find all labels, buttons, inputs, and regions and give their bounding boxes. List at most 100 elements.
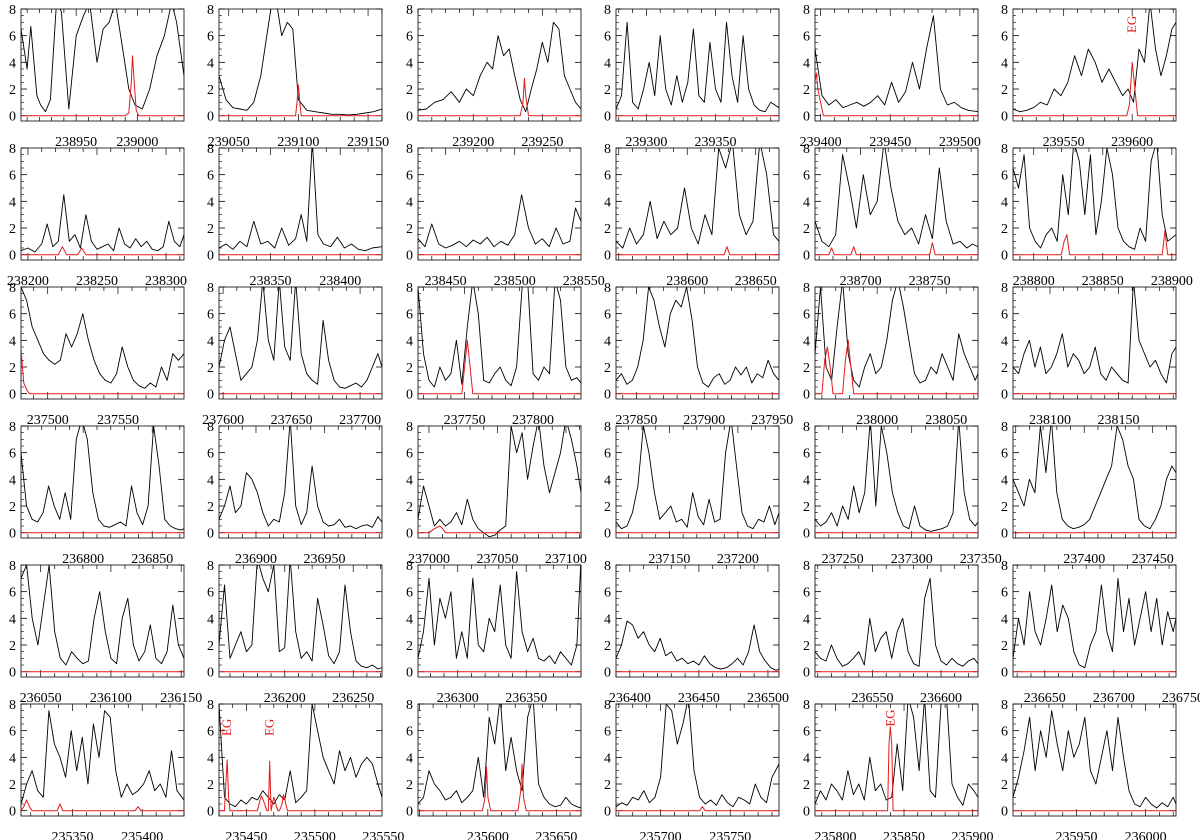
y-tick-label: 0 <box>9 249 16 264</box>
x-tick-label: 236550 <box>852 691 894 706</box>
y-tick-label: 4 <box>604 751 611 766</box>
y-tick-label: 2 <box>803 500 810 515</box>
y-tick-label: 2 <box>406 361 413 376</box>
y-tick-label: 8 <box>207 142 214 157</box>
spectrum-panel: 0 2 4 6 8 236400 236450 236500 <box>604 559 789 706</box>
y-tick-label: 6 <box>604 447 611 462</box>
y-tick-label: 6 <box>604 586 611 601</box>
y-tick-label: 4 <box>803 334 810 349</box>
x-tick-label: 239050 <box>208 135 250 150</box>
y-tick-label: 0 <box>1001 388 1008 403</box>
x-tick-label: 237600 <box>202 413 244 428</box>
y-tick-label: 0 <box>604 666 611 681</box>
y-tick-label: 0 <box>207 805 214 820</box>
y-tick-label: 6 <box>207 725 214 740</box>
model-spectrum-line <box>1013 61 1176 117</box>
spectrum-panel: 0 2 4 6 8 238200 238250 238300 <box>7 142 187 289</box>
observed-spectrum-line <box>1013 148 1176 250</box>
x-tick-label: 235350 <box>52 830 94 840</box>
model-spectrum-line <box>219 84 382 117</box>
y-tick-label: 6 <box>207 308 214 323</box>
x-tick-label: 238700 <box>840 274 882 289</box>
y-tick-label: 4 <box>1001 56 1008 71</box>
x-tick-label: 237300 <box>891 552 933 567</box>
y-tick-label: 8 <box>1001 698 1008 713</box>
spectrum-panel: 0 2 4 6 8 238800 238850 238900 <box>1001 142 1193 289</box>
panel-frame <box>615 286 780 400</box>
y-tick-label: 6 <box>803 169 810 184</box>
y-tick-label: 2 <box>9 500 16 515</box>
y-tick-label: 4 <box>604 612 611 627</box>
y-tick-label: 2 <box>803 778 810 793</box>
panel-frame <box>615 147 780 261</box>
panel-frame <box>1012 286 1177 400</box>
model-spectrum-line <box>418 525 581 534</box>
y-tick-label: 8 <box>207 420 214 435</box>
y-tick-label: 8 <box>604 3 611 18</box>
spectrum-panel: 0 2 4 6 8 237400 237450 <box>1001 420 1177 567</box>
y-tick-label: 2 <box>604 500 611 515</box>
y-tick-label: 6 <box>406 586 413 601</box>
y-tick-label: 8 <box>207 559 214 574</box>
observed-spectrum-line <box>21 710 184 805</box>
model-spectrum-line <box>219 759 382 812</box>
observed-spectrum-line <box>815 577 978 667</box>
observed-spectrum-line <box>616 426 779 530</box>
line-annotation-label: EG <box>1124 16 1139 33</box>
y-tick-label: 6 <box>803 586 810 601</box>
x-tick-label: 238550 <box>563 274 605 289</box>
observed-spectrum-line <box>616 287 779 388</box>
x-tick-label: 237350 <box>960 552 1002 567</box>
observed-spectrum-line <box>616 704 779 808</box>
y-tick-label: 0 <box>207 249 214 264</box>
y-tick-label: 8 <box>803 142 810 157</box>
y-tick-label: 6 <box>9 169 16 184</box>
x-tick-label: 238800 <box>1013 274 1055 289</box>
y-tick-label: 0 <box>207 666 214 681</box>
observed-spectrum-line <box>815 15 978 113</box>
y-tick-label: 8 <box>406 3 413 18</box>
x-tick-label: 238000 <box>856 413 898 428</box>
y-tick-label: 0 <box>604 388 611 403</box>
observed-spectrum-line <box>616 620 779 671</box>
x-tick-label: 239200 <box>452 135 494 150</box>
y-tick-label: 4 <box>1001 195 1008 210</box>
x-tick-label: 236350 <box>505 691 547 706</box>
x-tick-label: 238250 <box>76 274 118 289</box>
x-tick-label: 238650 <box>735 274 777 289</box>
panel-frame <box>20 147 185 261</box>
y-tick-label: 0 <box>9 388 16 403</box>
x-tick-label: 236300 <box>437 691 479 706</box>
spectrum-panel: 0 2 4 6 8 237250 237300 237350 <box>803 420 1002 567</box>
x-tick-label: 239500 <box>939 135 981 150</box>
x-tick-label: 235600 <box>467 830 509 840</box>
panel-frame <box>615 564 780 678</box>
y-tick-label: 4 <box>803 473 810 488</box>
y-tick-label: 2 <box>604 361 611 376</box>
spectrum-panel: 0 2 4 6 8 238450 238500 238550 <box>406 142 605 289</box>
y-tick-label: 0 <box>406 527 413 542</box>
observed-spectrum-line <box>219 426 382 530</box>
observed-spectrum-line <box>219 287 382 389</box>
y-tick-label: 4 <box>1001 473 1008 488</box>
model-spectrum-line <box>21 246 184 256</box>
panel-frame <box>814 703 979 817</box>
y-tick-label: 4 <box>207 56 214 71</box>
y-tick-label: 6 <box>9 725 16 740</box>
x-tick-label: 236600 <box>920 691 962 706</box>
spectrum-panel: 0 2 4 6 8 239550 239600 EG <box>1001 3 1177 150</box>
y-tick-label: 4 <box>406 751 413 766</box>
model-spectrum-line <box>815 242 978 256</box>
y-tick-label: 4 <box>406 612 413 627</box>
y-tick-label: 8 <box>1001 559 1008 574</box>
x-tick-label: 238350 <box>250 274 292 289</box>
y-tick-label: 0 <box>604 805 611 820</box>
spectrum-panel: 0 2 4 6 8 235700 235750 <box>604 698 780 840</box>
x-tick-label: 237450 <box>1132 552 1174 567</box>
y-tick-label: 4 <box>9 334 16 349</box>
x-tick-label: 236050 <box>20 691 62 706</box>
y-tick-label: 0 <box>803 249 810 264</box>
x-tick-label: 239000 <box>116 135 158 150</box>
y-tick-label: 8 <box>803 559 810 574</box>
y-tick-label: 4 <box>9 612 16 627</box>
